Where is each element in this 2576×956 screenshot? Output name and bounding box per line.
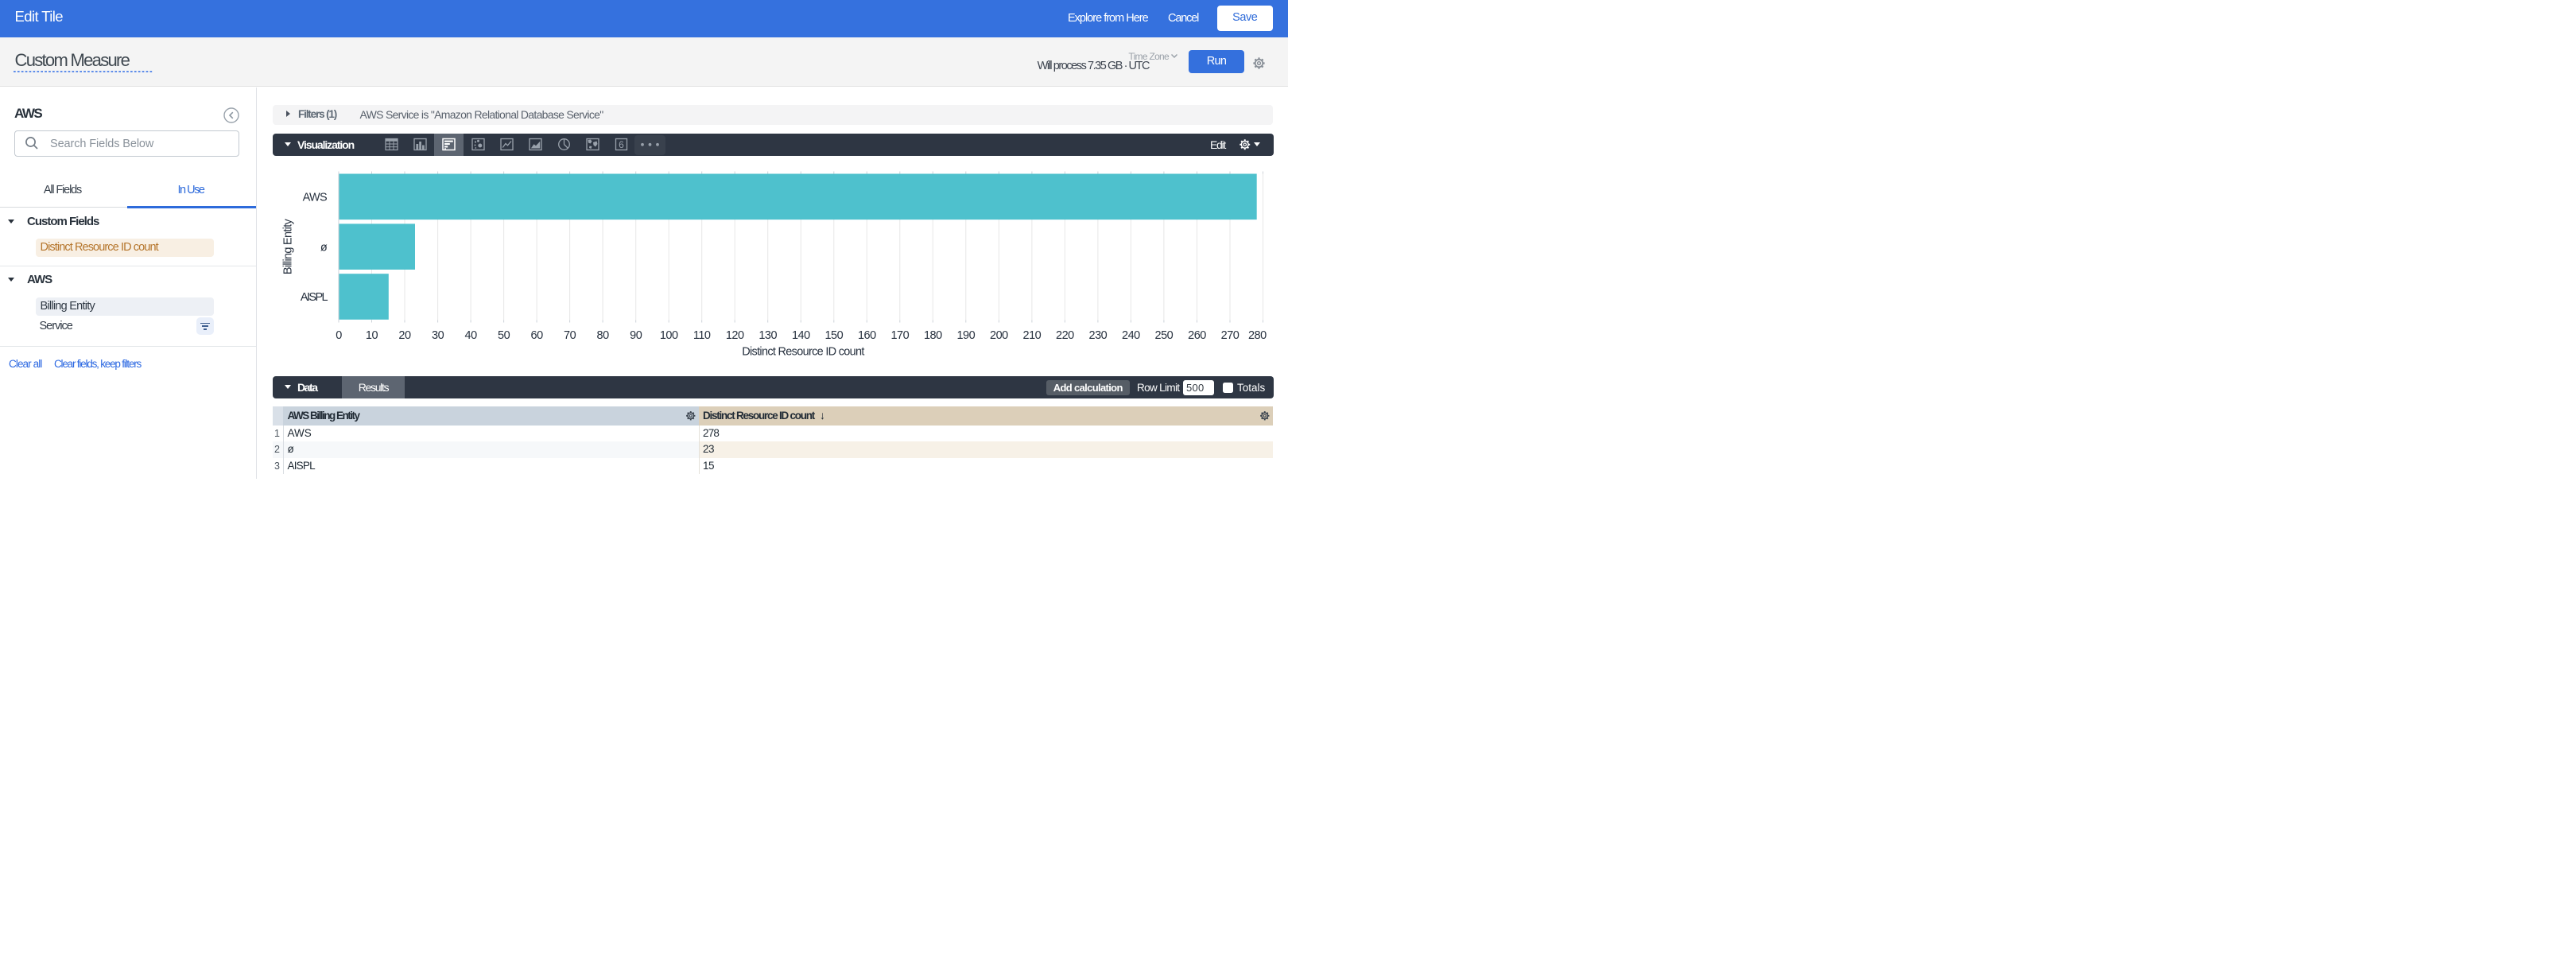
- svg-text:100: 100: [659, 329, 677, 342]
- svg-text:140: 140: [791, 329, 809, 342]
- svg-text:250: 250: [1154, 329, 1173, 342]
- svg-text:200: 200: [990, 329, 1008, 342]
- svg-text:40: 40: [464, 329, 477, 342]
- svg-text:70: 70: [564, 329, 576, 342]
- svg-text:240: 240: [1122, 329, 1140, 342]
- svg-text:20: 20: [398, 329, 411, 342]
- svg-text:230: 230: [1088, 329, 1107, 342]
- svg-text:60: 60: [530, 329, 543, 342]
- svg-text:260: 260: [1188, 329, 1206, 342]
- svg-text:180: 180: [923, 329, 941, 342]
- svg-text:210: 210: [1022, 329, 1041, 342]
- svg-text:110: 110: [692, 329, 710, 342]
- svg-text:90: 90: [630, 329, 642, 342]
- svg-text:170: 170: [890, 329, 909, 342]
- svg-text:50: 50: [498, 329, 510, 342]
- svg-text:Distinct Resource ID count: Distinct Resource ID count: [742, 346, 864, 359]
- svg-text:AWS: AWS: [302, 191, 326, 204]
- svg-text:80: 80: [596, 329, 609, 342]
- svg-text:AISPL: AISPL: [300, 291, 328, 304]
- svg-text:6: 6: [619, 139, 624, 150]
- svg-text:190: 190: [956, 329, 975, 342]
- svg-text:30: 30: [432, 329, 444, 342]
- svg-text:Billing Entity: Billing Entity: [281, 218, 294, 274]
- svg-text:130: 130: [758, 329, 777, 342]
- svg-text:10: 10: [365, 329, 378, 342]
- svg-text:280: 280: [1247, 329, 1266, 342]
- svg-text:ø: ø: [320, 242, 327, 255]
- svg-text:150: 150: [824, 329, 843, 342]
- svg-text:220: 220: [1056, 329, 1074, 342]
- svg-text:160: 160: [857, 329, 875, 342]
- svg-text:120: 120: [725, 329, 743, 342]
- svg-text:0: 0: [336, 329, 342, 342]
- svg-text:270: 270: [1220, 329, 1239, 342]
